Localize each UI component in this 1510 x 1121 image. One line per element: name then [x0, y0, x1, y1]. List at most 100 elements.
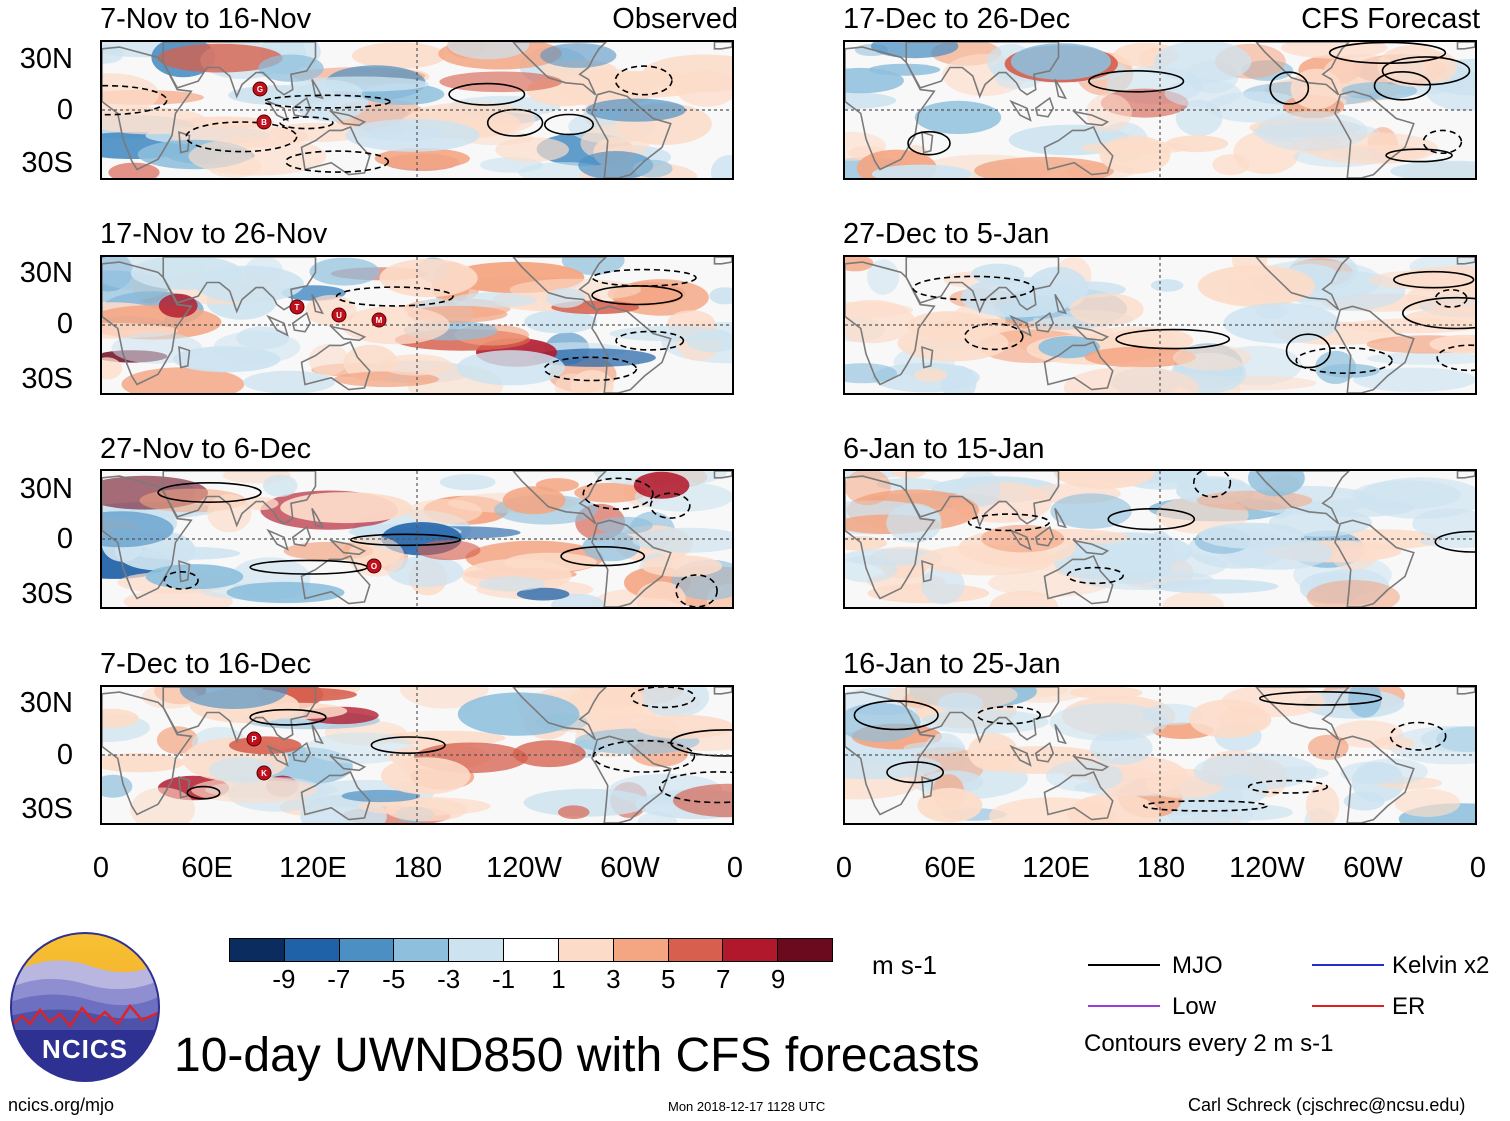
map-panel-right-1 — [843, 40, 1477, 180]
anomaly-blob — [1142, 703, 1203, 726]
mjo-contour — [102, 84, 168, 116]
mjo-contour — [1434, 530, 1475, 553]
panel-title-left-1: 7-Nov to 16-Nov — [100, 3, 312, 35]
anomaly-blob — [1172, 344, 1252, 371]
source-url[interactable]: ncics.org/mjo — [8, 1095, 115, 1115]
coastline — [328, 110, 367, 127]
cyclone-icon — [256, 765, 272, 781]
anomaly-blob — [145, 564, 244, 590]
coastline — [845, 691, 936, 816]
colorbar-tick-label: -9 — [272, 964, 296, 994]
mjo-contour — [675, 574, 718, 607]
anomaly-blob — [1193, 753, 1318, 790]
coastline — [845, 475, 936, 600]
cyclone-letter: O — [371, 562, 377, 571]
contour-note: Contours every 2 m s-1 — [1084, 1030, 1334, 1057]
anomaly-blob — [1070, 687, 1143, 700]
panel-title-left-3: 27-Nov to 6-Dec — [100, 433, 312, 465]
mjo-contour — [1381, 56, 1471, 86]
anomaly-blob — [635, 715, 732, 739]
coastline — [1456, 257, 1475, 265]
anomaly-blob — [845, 257, 874, 272]
ncics-logo[interactable]: NCICS — [10, 932, 160, 1082]
mjo-contour — [967, 513, 1050, 532]
mjo-contour — [658, 771, 732, 804]
coastline — [1043, 340, 1114, 391]
coastline — [1071, 110, 1110, 127]
anomaly-blob — [121, 367, 245, 393]
coastline — [266, 528, 289, 551]
coastline — [291, 96, 312, 118]
mjo-contour — [1385, 148, 1453, 163]
coastlines — [845, 471, 1475, 607]
legend-line-kelvin — [1312, 964, 1384, 966]
anomaly-blob — [1063, 366, 1200, 393]
colorbar-tick-label: -7 — [327, 964, 351, 994]
coastline — [591, 519, 672, 607]
anomaly-blob — [1305, 784, 1340, 823]
coastline — [311, 723, 325, 745]
anomaly-blob — [868, 63, 941, 76]
anomaly-blob — [516, 587, 570, 601]
coastline — [1034, 525, 1055, 547]
anomaly-blob — [258, 54, 324, 82]
mjo-contours — [907, 42, 1471, 163]
lat-label: 0 — [56, 308, 73, 340]
tropical-cyclone-marker: G — [252, 81, 268, 97]
panel-title-left-4: 7-Dec to 16-Dec — [100, 648, 312, 680]
lon-label: 0 — [726, 852, 744, 884]
lat-label: 30N — [19, 473, 73, 505]
panel-title-right-4: 16-Jan to 25-Jan — [843, 648, 1061, 680]
anomaly-blob — [456, 350, 565, 386]
mjo-contour — [1373, 70, 1432, 101]
legend-label-mjo: MJO — [1172, 952, 1223, 979]
map-panel-right-3 — [843, 469, 1477, 609]
coastline — [102, 46, 193, 171]
coastline — [178, 775, 191, 799]
anomaly-blob — [637, 811, 678, 823]
tropical-cyclone-marker: T — [289, 299, 305, 315]
anomaly-blob — [937, 692, 984, 714]
mjo-contour — [349, 533, 461, 547]
coastline — [905, 257, 1060, 314]
anomaly-blob — [102, 73, 160, 115]
coastline — [1043, 770, 1114, 821]
mjo-contour — [279, 116, 334, 130]
wind-anomaly-field — [845, 257, 1475, 393]
mjo-contour — [370, 736, 446, 755]
anomaly-blob — [1404, 307, 1475, 330]
colorbar-tick-label: -5 — [382, 964, 406, 994]
anomaly-blob — [502, 486, 566, 515]
coastline — [162, 42, 317, 99]
mjo-contour — [1247, 779, 1329, 794]
lon-label: 180 — [1136, 852, 1186, 884]
anomaly-blob — [439, 474, 496, 491]
anomaly-blob — [989, 590, 1059, 607]
mjo-contour — [284, 150, 390, 173]
coastline — [300, 125, 371, 176]
coastline — [1054, 293, 1068, 315]
timestamp: Mon 2018-12-17 1128 UTC — [668, 1099, 826, 1114]
lon-label: 120E — [1022, 852, 1090, 884]
panel-title-left-2: 17-Nov to 26-Nov — [100, 218, 328, 250]
coastline — [1456, 42, 1475, 50]
anomaly-blob — [988, 797, 1116, 823]
anomaly-blob — [524, 309, 597, 334]
anomaly-blob — [1049, 703, 1168, 741]
panel-title-right-2: 27-Dec to 5-Jan — [843, 218, 1050, 250]
anomaly-blob — [672, 783, 732, 818]
anomaly-blob — [576, 70, 710, 98]
anomaly-blob — [632, 527, 732, 553]
legend-label-er: ER — [1392, 993, 1426, 1020]
anomaly-blob — [308, 344, 349, 376]
anomaly-blob — [1353, 367, 1475, 392]
anomaly-blob — [632, 159, 673, 178]
mjo-contour — [592, 739, 696, 773]
anomaly-blob — [280, 492, 412, 524]
coastline — [1034, 741, 1055, 763]
mjo-contour — [1107, 507, 1196, 531]
coastline — [328, 755, 367, 772]
anomaly-blob — [179, 687, 288, 709]
mjo-contour — [853, 700, 939, 731]
coastline — [921, 130, 934, 154]
